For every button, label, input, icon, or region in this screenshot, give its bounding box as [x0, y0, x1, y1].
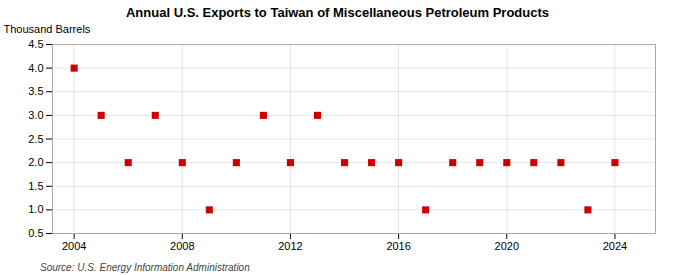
html-text:Source: U.S. Energy Informatio: Source: U.S. Energy Information Administ…	[40, 262, 250, 273]
svg-text:2.5: 2.5	[28, 133, 43, 145]
svg-text:3.5: 3.5	[28, 85, 43, 97]
svg-text:Thousand Barrels: Thousand Barrels	[4, 23, 91, 35]
svg-text:0.5: 0.5	[28, 227, 43, 239]
svg-text:2008: 2008	[170, 240, 194, 252]
svg-text:2016: 2016	[386, 240, 410, 252]
svg-text:4.5: 4.5	[28, 38, 43, 50]
svg-text:2004: 2004	[62, 240, 86, 252]
svg-text:2020: 2020	[495, 240, 519, 252]
svg-text:2012: 2012	[278, 240, 302, 252]
svg-text:3.0: 3.0	[28, 109, 43, 121]
svg-text:2.0: 2.0	[28, 156, 43, 168]
svg-text:1.5: 1.5	[28, 180, 43, 192]
html-text:Annual U.S. Exports to Taiwan: Annual U.S. Exports to Taiwan of Miscell…	[126, 5, 549, 20]
svg-text:2024: 2024	[603, 240, 627, 252]
svg-text:1.0: 1.0	[28, 203, 43, 215]
svg-text:4.0: 4.0	[28, 62, 43, 74]
